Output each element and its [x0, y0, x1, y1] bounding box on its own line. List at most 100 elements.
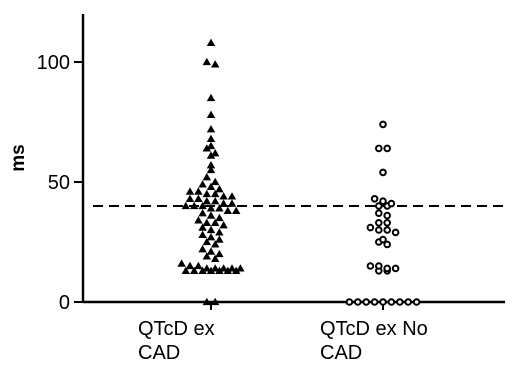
y-tick-label: 50	[48, 172, 70, 194]
data-point-triangle	[206, 182, 216, 190]
data-point-circle	[387, 298, 396, 306]
data-point-triangle	[223, 206, 232, 214]
category-label: CAD	[320, 342, 362, 364]
data-point-circle	[379, 197, 387, 205]
data-point-triangle	[202, 237, 211, 246]
data-point-circle	[375, 202, 383, 210]
data-point-triangle	[215, 235, 224, 243]
data-point-triangle	[219, 264, 228, 272]
data-point-triangle	[177, 259, 186, 267]
data-point-triangle	[202, 297, 211, 306]
data-point-triangle	[206, 134, 216, 142]
data-point-circle	[379, 120, 387, 129]
data-point-triangle	[206, 151, 216, 159]
data-point-circle	[375, 226, 383, 234]
data-point-triangle	[211, 254, 220, 262]
data-point-triangle	[202, 173, 211, 181]
data-point-triangle	[202, 189, 211, 198]
data-point-triangle	[215, 213, 224, 222]
y-tick-label: 100	[37, 52, 70, 74]
data-point-triangle	[190, 201, 199, 210]
data-point-triangle	[211, 297, 220, 306]
category-label: QTcD ex	[138, 318, 215, 340]
data-point-triangle	[185, 261, 195, 270]
category-label: CAD	[138, 342, 180, 364]
data-point-triangle	[232, 266, 241, 274]
data-point-triangle	[227, 264, 237, 272]
data-point-triangle	[202, 57, 211, 66]
data-point-triangle	[185, 194, 195, 202]
data-point-circle	[379, 235, 387, 244]
data-point-triangle	[202, 197, 211, 205]
data-point-circle	[375, 262, 383, 270]
data-point-triangle	[227, 192, 237, 200]
data-point-triangle	[181, 266, 190, 274]
data-point-circle	[366, 223, 375, 232]
data-point-circle	[370, 298, 379, 306]
y-axis-label: ms	[8, 144, 29, 171]
data-point-circle	[354, 298, 362, 306]
data-point-circle	[370, 195, 379, 203]
data-point-triangle	[227, 199, 237, 207]
data-point-triangle	[181, 201, 190, 210]
data-point-triangle	[198, 266, 207, 274]
data-point-circle	[404, 298, 413, 306]
data-point-triangle	[198, 209, 207, 217]
data-point-triangle	[211, 189, 220, 198]
data-point-triangle	[202, 144, 211, 152]
axes	[74, 14, 505, 310]
data-point-triangle	[215, 185, 224, 193]
data-point-triangle	[211, 264, 220, 272]
data-point-circle	[383, 226, 392, 234]
data-point-triangle	[206, 165, 216, 174]
category-label: QTcD ex No	[320, 318, 428, 340]
data-point-triangle	[202, 252, 211, 260]
data-point-triangle	[198, 201, 207, 210]
data-point-circle	[345, 298, 354, 306]
data-point-triangle	[206, 161, 216, 169]
data-point-circle	[383, 211, 392, 220]
data-point-circle	[412, 298, 421, 306]
data-point-triangle	[215, 249, 224, 258]
data-point-triangle	[215, 266, 224, 274]
data-point-triangle	[219, 221, 228, 229]
data-point-circle	[391, 264, 400, 273]
data-point-triangle	[202, 264, 211, 272]
data-point-triangle	[194, 194, 203, 202]
data-point-circle	[391, 228, 400, 237]
data-point-triangle	[206, 233, 216, 241]
data-point-triangle	[198, 180, 207, 188]
data-point-triangle	[198, 245, 207, 253]
data-point-triangle	[206, 125, 216, 133]
data-point-triangle	[211, 240, 220, 248]
data-point-circle	[375, 144, 383, 153]
data-point-triangle	[206, 266, 216, 274]
data-point-triangle	[206, 93, 216, 102]
data-point-circle	[383, 264, 392, 273]
y-tick-label: 0	[59, 292, 70, 314]
data-point-triangle	[202, 218, 211, 226]
data-point-triangle	[198, 230, 207, 238]
data-point-circle	[366, 262, 375, 270]
data-point-triangle	[206, 38, 216, 46]
data-point-triangle	[206, 225, 216, 234]
data-point-triangle	[206, 141, 216, 150]
data-point-circle	[375, 209, 383, 217]
data-point-triangle	[206, 211, 216, 219]
data-points	[177, 38, 421, 306]
data-point-triangle	[211, 218, 220, 226]
data-point-triangle	[190, 266, 199, 274]
data-point-triangle	[232, 206, 241, 214]
data-point-triangle	[223, 266, 232, 274]
data-point-circle	[375, 219, 383, 227]
data-point-triangle	[198, 223, 207, 231]
data-point-triangle	[211, 197, 220, 205]
data-point-triangle	[211, 60, 220, 68]
data-point-circle	[396, 298, 404, 306]
data-point-circle	[383, 240, 392, 249]
data-point-triangle	[206, 204, 216, 212]
data-point-circle	[362, 298, 371, 306]
data-point-circle	[383, 144, 392, 153]
